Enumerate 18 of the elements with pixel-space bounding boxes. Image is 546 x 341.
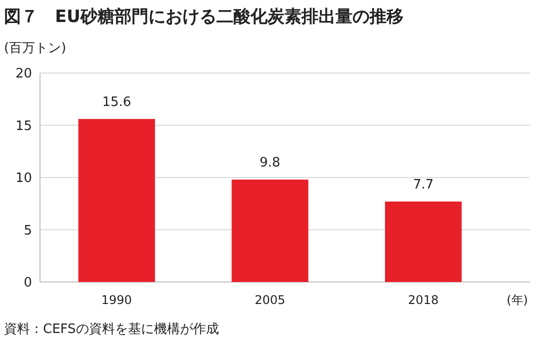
data-label: 7.7: [412, 178, 434, 193]
x-tick-label: 2018: [408, 293, 439, 307]
bar: [385, 202, 462, 282]
x-tick-label: 1990: [101, 293, 132, 307]
y-axis-title: (百万トン): [4, 41, 66, 56]
bar: [78, 118, 155, 282]
text: 資料：CEFSの資料を基に機構が作成: [4, 322, 219, 337]
y-tick-label: 10: [15, 171, 32, 186]
y-tick-label: 0: [24, 276, 32, 291]
y-tick-label: 20: [15, 66, 32, 82]
data-label: 15.6: [102, 94, 132, 110]
y-tick-label: 15: [15, 118, 32, 134]
data-label: 9.8: [260, 156, 280, 171]
y-tick-label: 5: [24, 223, 32, 238]
chart-title: 図７ EU砂糖部門における二酸化炭素排出量の推移: [4, 7, 404, 27]
x-axis-title: (年): [506, 293, 528, 307]
x-tick-label: 2005: [254, 293, 286, 307]
bar: [232, 180, 308, 282]
